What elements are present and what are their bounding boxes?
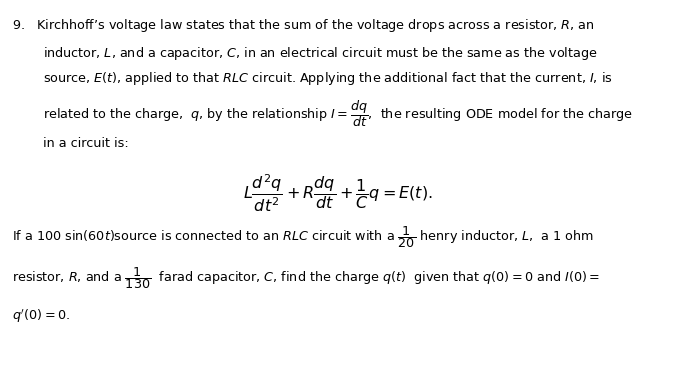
- Text: source, $E(t)$, applied to that $RLC$ circuit. Applying the additional fact that: source, $E(t)$, applied to that $RLC$ ci…: [43, 70, 612, 88]
- Text: If a 100 sin(60$t$)source is connected to an $RLC$ circuit with a $\dfrac{1}{20}: If a 100 sin(60$t$)source is connected t…: [12, 224, 594, 250]
- Text: inductor, $L$, and a capacitor, $C$, in an electrical circuit must be the same a: inductor, $L$, and a capacitor, $C$, in …: [43, 45, 597, 62]
- Text: in a circuit is:: in a circuit is:: [43, 137, 128, 150]
- Text: 9.   Kirchhoff’s voltage law states that the sum of the voltage drops across a r: 9. Kirchhoff’s voltage law states that t…: [12, 17, 595, 34]
- Text: $L\dfrac{d^2q}{dt^2} + R\dfrac{dq}{dt} + \dfrac{1}{C}q = E(t).$: $L\dfrac{d^2q}{dt^2} + R\dfrac{dq}{dt} +…: [243, 173, 433, 214]
- Text: related to the charge,  $q$, by the relationship $I = \dfrac{dq}{dt}$,  the resu: related to the charge, $q$, by the relat…: [43, 98, 633, 129]
- Text: resistor, $R$, and a $\dfrac{1}{130}$  farad capacitor, $C$, find the charge $q(: resistor, $R$, and a $\dfrac{1}{130}$ fa…: [12, 265, 600, 291]
- Text: $q'(0) = 0.$: $q'(0) = 0.$: [12, 308, 70, 325]
